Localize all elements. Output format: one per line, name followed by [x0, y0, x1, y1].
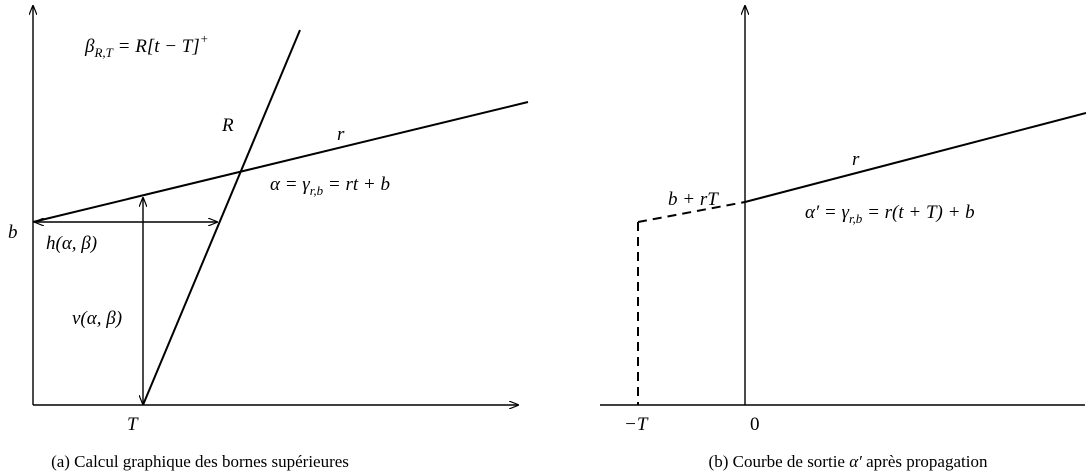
caption-b: (b) Courbe de sortie α′ après propagatio…	[709, 452, 988, 471]
alpha-label: α = γr,b = rt + b	[270, 174, 390, 198]
r-label: r	[337, 124, 345, 145]
alpha-line	[32, 101, 529, 223]
dashed-segment	[637, 201, 746, 223]
figure-a: βR,T = R[t − T]+ R r α = γr,b = rt + b b…	[8, 6, 529, 471]
figure-b: r b + rT α′ = γr,b = r(t + T) + b −T 0 (…	[600, 6, 1086, 471]
R-label: R	[221, 115, 234, 136]
h-label: h(α, β)	[46, 233, 97, 254]
v-label: v(α, β)	[72, 308, 122, 329]
minus-T-label: −T	[624, 414, 649, 435]
T-label: T	[127, 414, 139, 435]
beta-line	[142, 29, 301, 406]
beta-label: βR,T = R[t − T]+	[84, 31, 209, 60]
alpha-prime-line	[744, 112, 1086, 203]
caption-a: (a) Calcul graphique des bornes supérieu…	[51, 452, 349, 471]
brT-label: b + rT	[668, 189, 719, 210]
alpha-prime-label: α′ = γr,b = r(t + T) + b	[805, 202, 975, 226]
zero-label: 0	[750, 414, 760, 435]
r-label: r	[852, 149, 860, 170]
b-label: b	[8, 222, 18, 243]
